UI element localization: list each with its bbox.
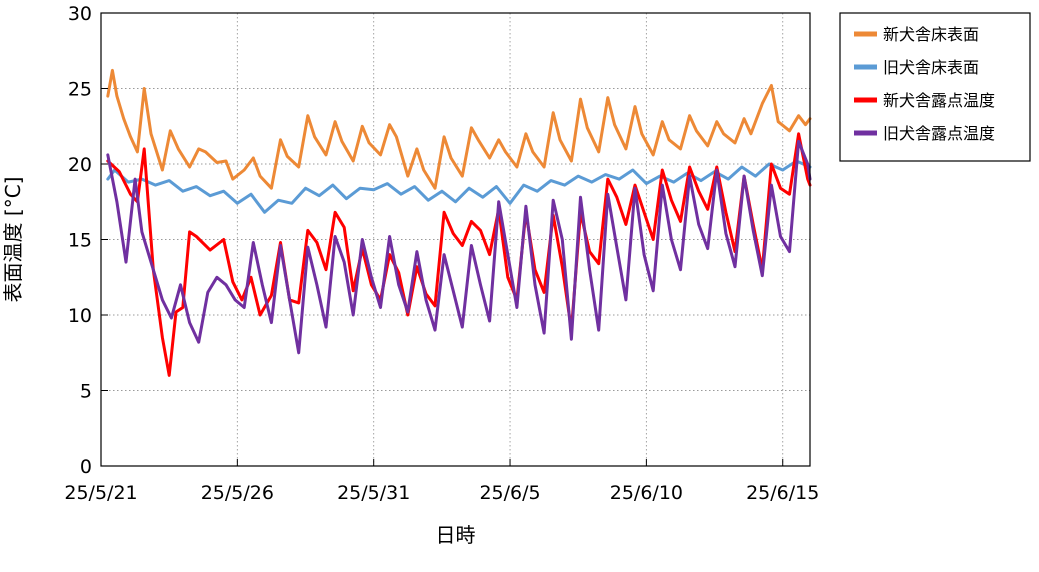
legend-box xyxy=(839,12,1031,162)
series-line-4 xyxy=(106,139,812,355)
grid xyxy=(101,13,810,466)
y-tick-label: 20 xyxy=(68,154,92,176)
series-layer xyxy=(106,68,812,377)
legend-label: 旧犬舎露点温度 xyxy=(883,124,995,143)
series-line-1 xyxy=(106,68,812,190)
y-tick-label: 30 xyxy=(68,3,92,25)
legend-label: 旧犬舎床表面 xyxy=(883,58,979,77)
legend-label: 新犬舎床表面 xyxy=(883,25,979,44)
series-line-3 xyxy=(106,132,812,377)
y-axis-title: 表面温度 [°C] xyxy=(1,177,25,303)
y-axis: 0 5 10 15 20 25 30 xyxy=(68,3,108,478)
y-tick-label: 0 xyxy=(80,456,92,478)
x-tick-label: 25/5/21 xyxy=(64,482,137,504)
x-tick-label: 25/6/10 xyxy=(610,482,683,504)
x-tick-label: 25/5/31 xyxy=(337,482,410,504)
x-tick-label: 25/6/5 xyxy=(479,482,540,504)
y-tick-label: 25 xyxy=(68,79,92,101)
y-tick-label: 15 xyxy=(68,230,92,252)
x-tick-label: 25/5/26 xyxy=(201,482,274,504)
x-tick-label: 25/6/15 xyxy=(746,482,819,504)
x-axis: 25/5/21 25/5/26 25/5/31 25/6/5 25/6/10 25/6/1… xyxy=(64,459,819,504)
legend-label: 新犬舎露点温度 xyxy=(883,91,995,110)
y-tick-label: 5 xyxy=(80,381,92,403)
y-tick-label: 10 xyxy=(68,305,92,327)
x-axis-title: 日時 xyxy=(436,523,476,547)
